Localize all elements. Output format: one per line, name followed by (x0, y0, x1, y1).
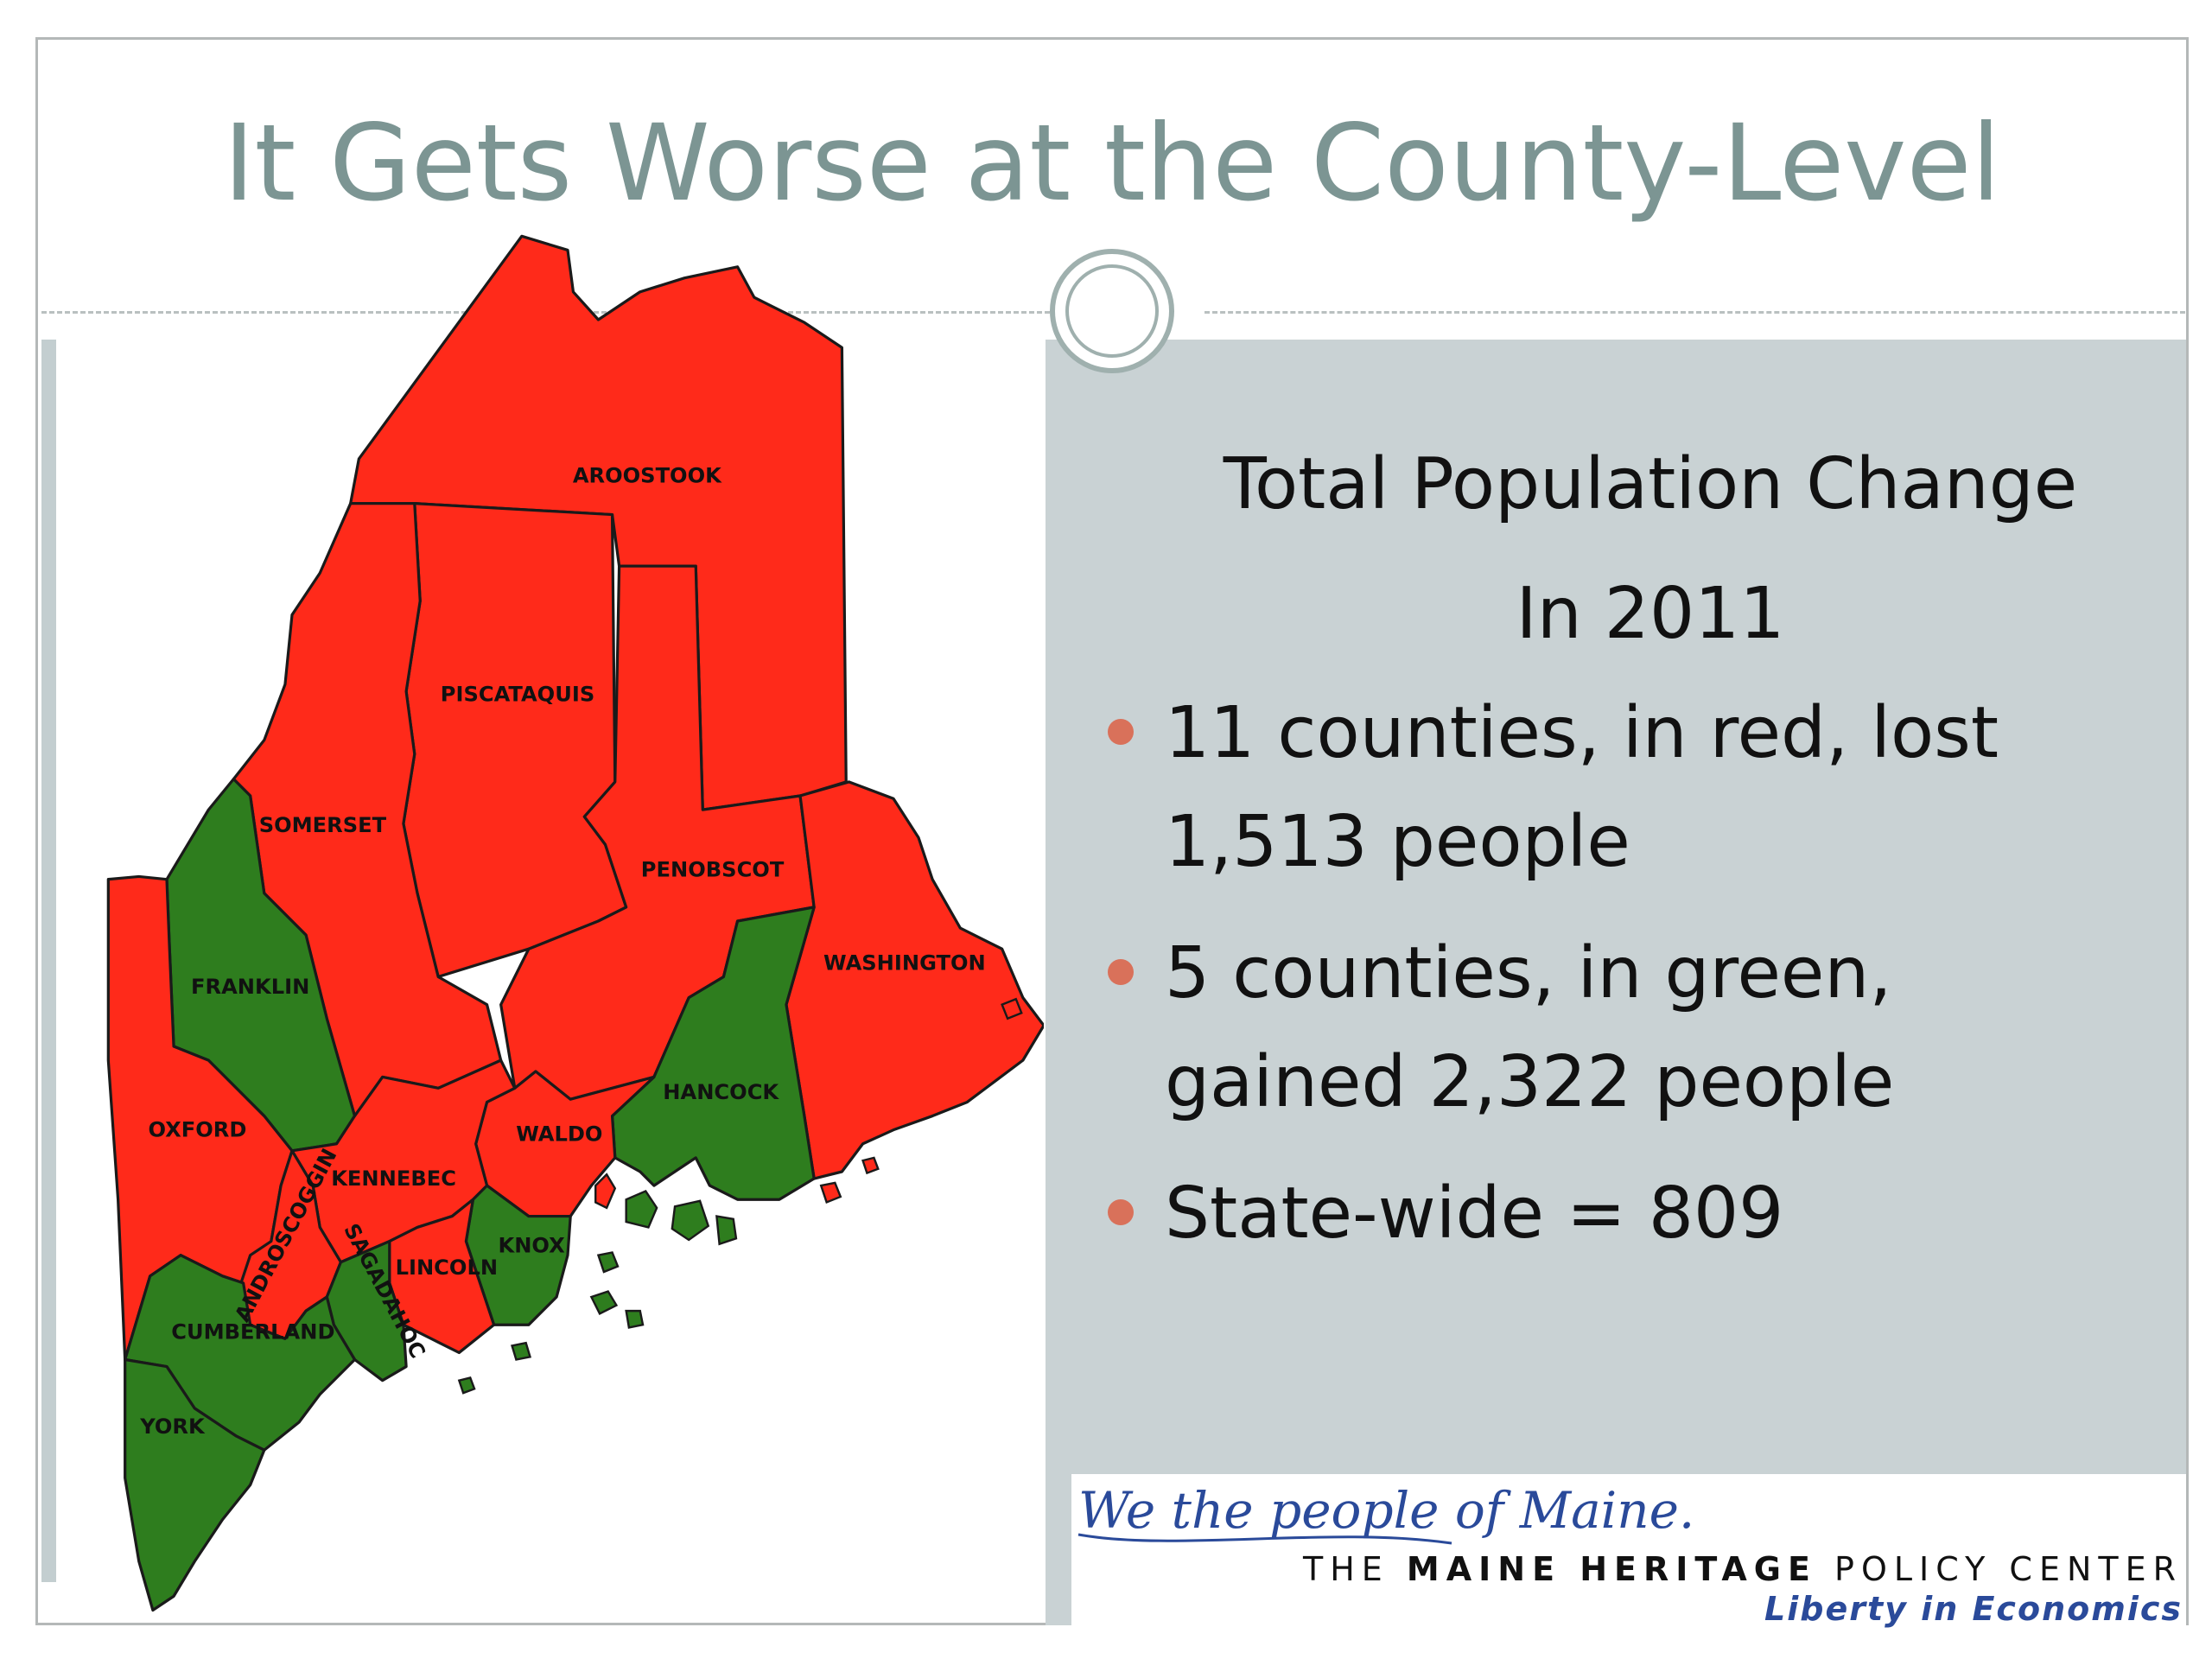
bullet-item: 5 counties, in green, gained 2,322 peopl… (1046, 919, 2133, 1137)
logo-script-signature: We the people of Maine... (1077, 1481, 1694, 1545)
panel-heading-line2: In 2011 (1516, 573, 1785, 655)
bullet-list: 11 counties, in red, lost 1,513 people 5… (1046, 679, 2186, 1268)
county-hancock (610, 906, 816, 1201)
text-panel-background (1046, 340, 2186, 1625)
red-islands (594, 997, 1023, 1210)
county-york (124, 1357, 266, 1612)
logo-org-bold: MAINE HERITAGE (1406, 1550, 1817, 1588)
circle-ornament-icon (1050, 249, 1174, 373)
maine-county-map: AROOSTOOK PISCATAQUIS SOMERSET PENOBSCOT… (41, 221, 1046, 1621)
text-panel: Total Population Change In 2011 11 count… (1046, 420, 2186, 1291)
logo-org-prefix: THE (1303, 1550, 1389, 1588)
bullet-line: 5 counties, in green, (1165, 932, 1892, 1014)
label-oxford: OXFORD (148, 1118, 246, 1142)
label-lincoln: LINCOLN (396, 1255, 498, 1280)
label-cumberland: CUMBERLAND (171, 1319, 334, 1344)
bullet-item: State-wide = 809 (1046, 1160, 2133, 1268)
circle-ornament-inner (1065, 264, 1159, 358)
map-svg: AROOSTOOK PISCATAQUIS SOMERSET PENOBSCOT… (106, 234, 1046, 1612)
label-piscataquis: PISCATAQUIS (441, 682, 594, 706)
coastal-islands (457, 1190, 738, 1395)
slide: It Gets Worse at the County-Level (35, 37, 2189, 1628)
bullet-item: 11 counties, in red, lost 1,513 people (1046, 679, 2133, 897)
county-washington (785, 780, 1046, 1180)
label-hancock: HANCOCK (663, 1080, 779, 1104)
label-knox: KNOX (498, 1233, 565, 1257)
panel-heading-line1: Total Population Change (1223, 443, 2078, 525)
label-franklin: FRANKLIN (191, 975, 309, 999)
bullet-line: gained 2,322 people (1165, 1041, 1895, 1123)
label-waldo: WALDO (516, 1122, 602, 1147)
label-somerset: SOMERSET (259, 813, 387, 837)
label-penobscot: PENOBSCOT (641, 857, 785, 881)
bullet-dot-icon (1108, 959, 1134, 985)
bullet-dot-icon (1108, 719, 1134, 745)
maine-heritage-logo: We the people of Maine... THE MAINE HERI… (1071, 1474, 2186, 1628)
logo-script-text: We the people of Maine... (1078, 1481, 1694, 1540)
logo-org-name: THE MAINE HERITAGE POLICY CENTER (1303, 1550, 2183, 1588)
left-accent-strip (41, 340, 56, 1582)
bullet-line: 1,513 people (1165, 801, 1630, 883)
label-york: YORK (139, 1414, 206, 1439)
bullet-line: 11 counties, in red, lost (1165, 692, 1999, 774)
slide-title: It Gets Worse at the County-Level (223, 102, 2001, 225)
bullet-dot-icon (1108, 1199, 1134, 1225)
county-piscataquis (402, 502, 628, 979)
divider-right (1205, 311, 2185, 314)
label-aroostook: AROOSTOOK (573, 464, 722, 488)
label-washington: WASHINGTON (823, 950, 986, 975)
logo-org-suffix: POLICY CENTER (1834, 1550, 2183, 1588)
label-kennebec: KENNEBEC (331, 1166, 456, 1191)
bullet-line: State-wide = 809 (1165, 1173, 1784, 1255)
logo-tagline: Liberty in Economics (1764, 1590, 2183, 1628)
